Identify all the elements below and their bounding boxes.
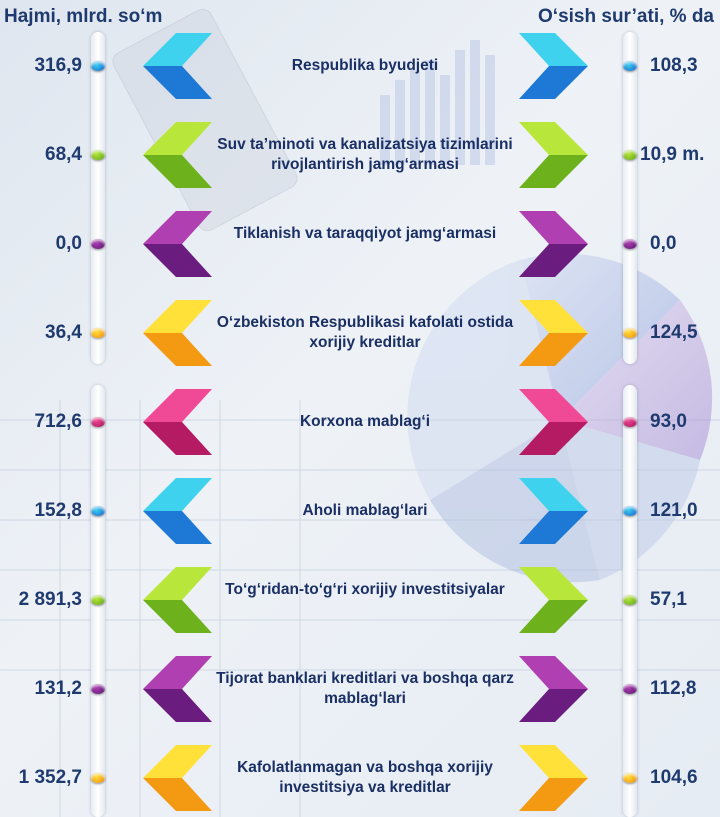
left-chevron-icon: [143, 567, 212, 633]
source-label: Tijorat banklari kreditlari va boshqa qa…: [216, 670, 514, 707]
right-chevron-shape: [519, 745, 588, 811]
growth-value: 57,1: [650, 589, 687, 610]
right-dot: [623, 328, 637, 338]
source-label: Kafolatlanmagan va boshqa xorijiy invest…: [237, 759, 493, 796]
volume-value: 1 352,7: [18, 767, 82, 788]
volume-value: 131,2: [34, 678, 82, 699]
right-chevron-icon: [519, 33, 588, 99]
right-dot: [623, 417, 637, 427]
growth-value: 121,0: [650, 500, 698, 521]
right-chevron-shape: [519, 300, 588, 366]
growth-header: O‘sish sur’ati, % da: [538, 6, 714, 27]
volume-value: 712,6: [34, 411, 82, 432]
left-chevron-shape: [143, 211, 212, 277]
right-chevron-shape: [519, 211, 588, 277]
right-chevron-shape: [519, 389, 588, 455]
growth-value: 108,3: [650, 55, 698, 76]
growth-value: 10,9 m.: [640, 144, 705, 165]
left-dot: [91, 328, 105, 338]
right-chevron-shape: [519, 478, 588, 544]
left-chevron-shape: [143, 478, 212, 544]
source-label: Respublika byudjeti: [291, 57, 439, 74]
right-chevron-shape: [519, 656, 588, 722]
left-chevron-icon: [143, 745, 212, 811]
left-chevron-icon: [143, 478, 212, 544]
left-dot: [91, 773, 105, 783]
left-chevron-shape: [143, 33, 212, 99]
left-chevron-shape: [143, 567, 212, 633]
source-label: Korxona mablag‘i: [299, 413, 431, 430]
right-chevron-icon: [519, 478, 588, 544]
volume-value: 2 891,3: [18, 589, 82, 610]
left-chevron-shape: [143, 656, 212, 722]
left-dot: [91, 61, 105, 71]
left-dot: [91, 595, 105, 605]
right-chevron-shape: [519, 567, 588, 633]
left-chevron-icon: [143, 211, 212, 277]
left-chevron-shape: [143, 389, 212, 455]
left-dot: [91, 239, 105, 249]
right-chevron-shape: [519, 122, 588, 188]
right-dot: [623, 506, 637, 516]
volume-value: 68,4: [45, 144, 82, 165]
right-chevron-icon: [519, 300, 588, 366]
right-chevron-icon: [519, 389, 588, 455]
growth-value: 93,0: [650, 411, 687, 432]
right-dot: [623, 595, 637, 605]
left-chevron-shape: [143, 122, 212, 188]
right-dot: [623, 61, 637, 71]
left-dot: [91, 150, 105, 160]
right-rail-top: [623, 32, 637, 364]
right-chevron-icon: [519, 211, 588, 277]
source-label: Aholi mablag‘lari: [302, 502, 428, 519]
volume-header: Hajmi, mlrd. so‘m: [4, 6, 163, 27]
right-dot: [623, 773, 637, 783]
right-dot: [623, 684, 637, 694]
source-label: To‘g‘ridan-to‘g‘ri xorijiy investitsiyal…: [225, 581, 505, 598]
right-dot: [623, 150, 637, 160]
volume-value: 0,0: [55, 233, 82, 254]
volume-value: 316,9: [34, 55, 82, 76]
growth-value: 104,6: [650, 767, 698, 788]
left-chevron-icon: [143, 122, 212, 188]
right-chevron-icon: [519, 567, 588, 633]
right-chevron-icon: [519, 656, 588, 722]
left-dot: [91, 417, 105, 427]
left-chevron-icon: [143, 656, 212, 722]
left-dot: [91, 506, 105, 516]
left-chevron-icon: [143, 33, 212, 99]
volume-value: 152,8: [34, 500, 82, 521]
left-chevron-icon: [143, 389, 212, 455]
left-chevron-shape: [143, 300, 212, 366]
growth-value: 112,8: [650, 678, 697, 699]
left-rail-top: [91, 32, 105, 364]
growth-value: 124,5: [650, 322, 698, 343]
source-label: Suv ta’minoti va kanalizatsiya tizimlari…: [217, 136, 513, 173]
right-chevron-icon: [519, 745, 588, 811]
left-chevron-icon: [143, 300, 212, 366]
source-label: O‘zbekiston Respublikasi kafolati ostida…: [216, 314, 514, 351]
left-dot: [91, 684, 105, 694]
growth-value: 0,0: [650, 233, 677, 254]
right-dot: [623, 239, 637, 249]
right-chevron-shape: [519, 33, 588, 99]
right-chevron-icon: [519, 122, 588, 188]
source-label: Tiklanish va taraqqiyot jamg‘armasi: [233, 225, 497, 242]
volume-value: 36,4: [45, 322, 82, 343]
left-chevron-shape: [143, 745, 212, 811]
